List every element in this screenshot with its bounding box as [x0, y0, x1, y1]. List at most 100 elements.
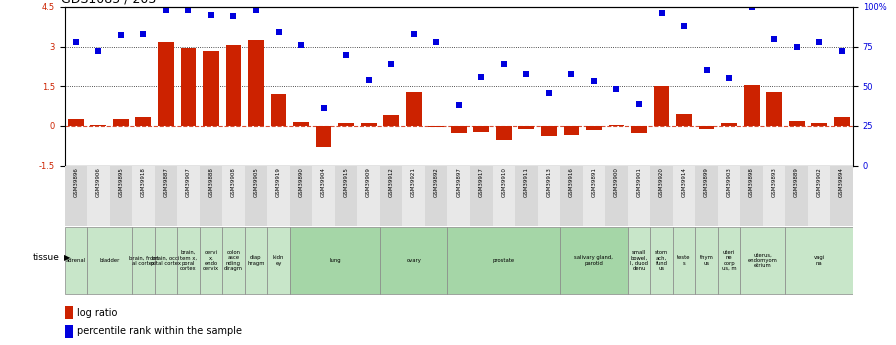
Bar: [718, 166, 740, 226]
Bar: [650, 227, 673, 294]
Text: GSM39897: GSM39897: [456, 167, 461, 197]
Bar: [653, 86, 669, 126]
Bar: [786, 227, 853, 294]
Point: [249, 7, 263, 13]
Text: percentile rank within the sample: percentile rank within the sample: [77, 326, 242, 336]
Point: [745, 4, 759, 10]
Bar: [203, 51, 219, 126]
Text: GSM39906: GSM39906: [96, 167, 101, 197]
Bar: [289, 166, 313, 226]
Text: GSM39899: GSM39899: [704, 167, 709, 197]
Bar: [447, 227, 560, 294]
Bar: [721, 123, 737, 126]
Text: kidn
ey: kidn ey: [273, 255, 284, 266]
Bar: [831, 166, 853, 226]
Point: [203, 12, 218, 18]
Point: [722, 76, 737, 81]
Bar: [447, 166, 470, 226]
Text: ovary: ovary: [406, 258, 421, 263]
Bar: [65, 306, 73, 319]
Bar: [650, 166, 673, 226]
Bar: [695, 227, 718, 294]
Bar: [65, 227, 87, 294]
Bar: [582, 166, 605, 226]
Text: GSM39912: GSM39912: [389, 167, 393, 197]
Text: GSM39903: GSM39903: [727, 167, 732, 197]
Bar: [676, 114, 692, 126]
Bar: [338, 123, 354, 126]
Bar: [315, 126, 332, 147]
Bar: [718, 227, 740, 294]
Bar: [425, 166, 447, 226]
Bar: [695, 166, 718, 226]
Bar: [383, 115, 399, 126]
Bar: [808, 166, 831, 226]
Text: GSM39910: GSM39910: [501, 167, 506, 197]
Bar: [493, 166, 515, 226]
Bar: [267, 166, 289, 226]
Bar: [564, 126, 580, 135]
Bar: [740, 166, 762, 226]
Text: GSM39904: GSM39904: [321, 167, 326, 197]
Bar: [226, 45, 241, 126]
Bar: [538, 166, 560, 226]
Bar: [560, 227, 628, 294]
Bar: [515, 166, 538, 226]
Bar: [65, 166, 87, 226]
Point: [542, 90, 556, 95]
Text: GSM39917: GSM39917: [478, 167, 484, 197]
Text: uteri
ne
corp
us, m: uteri ne corp us, m: [722, 250, 737, 271]
Bar: [380, 227, 447, 294]
Bar: [222, 166, 245, 226]
Point: [834, 49, 849, 54]
Bar: [132, 166, 155, 226]
Text: brain,
tem x,
poral
cortex: brain, tem x, poral cortex: [180, 250, 197, 271]
Text: GSM39902: GSM39902: [816, 167, 822, 197]
Text: brain, front
al cortex: brain, front al cortex: [128, 255, 159, 266]
Bar: [811, 123, 827, 126]
Point: [384, 61, 399, 67]
Bar: [628, 166, 650, 226]
Bar: [267, 227, 289, 294]
Bar: [361, 123, 376, 126]
Bar: [155, 227, 177, 294]
Text: GSM39920: GSM39920: [659, 167, 664, 197]
Point: [227, 14, 241, 19]
Bar: [245, 227, 267, 294]
Text: log ratio: log ratio: [77, 307, 117, 317]
Point: [474, 74, 488, 79]
Bar: [673, 227, 695, 294]
Bar: [470, 166, 493, 226]
Text: lung: lung: [329, 258, 340, 263]
Point: [361, 77, 375, 83]
Bar: [586, 126, 602, 130]
Text: GSM39888: GSM39888: [209, 167, 213, 197]
Text: salivary gland,
parotid: salivary gland, parotid: [574, 255, 614, 266]
Bar: [245, 166, 267, 226]
Point: [136, 31, 151, 37]
Point: [407, 31, 421, 37]
Bar: [87, 227, 132, 294]
Bar: [177, 166, 200, 226]
Text: small
bowel,
I, duod
denu: small bowel, I, duod denu: [630, 250, 648, 271]
Text: diap
hragm: diap hragm: [247, 255, 264, 266]
Text: GSM39914: GSM39914: [682, 167, 686, 197]
Bar: [451, 126, 467, 133]
Text: GSM39921: GSM39921: [411, 167, 417, 197]
Point: [767, 36, 781, 41]
Bar: [109, 166, 132, 226]
Bar: [68, 119, 83, 126]
Text: GSM39891: GSM39891: [591, 167, 597, 197]
Text: GSM39896: GSM39896: [73, 167, 78, 197]
Bar: [358, 166, 380, 226]
Bar: [289, 227, 380, 294]
Bar: [541, 126, 556, 136]
Bar: [740, 227, 786, 294]
Text: GSM39907: GSM39907: [185, 167, 191, 197]
Point: [654, 10, 668, 16]
Bar: [180, 48, 196, 126]
Bar: [248, 40, 264, 126]
Text: GSM39915: GSM39915: [343, 167, 349, 197]
Point: [429, 39, 444, 45]
Text: GSM39918: GSM39918: [141, 167, 146, 197]
